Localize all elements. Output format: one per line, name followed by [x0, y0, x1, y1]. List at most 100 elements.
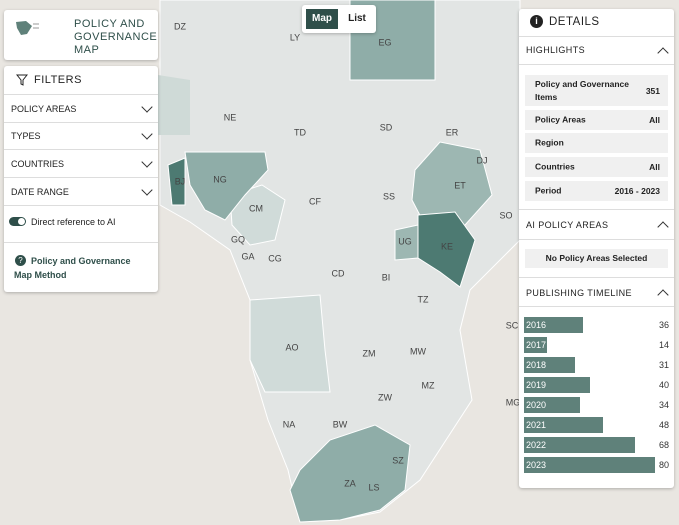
country-label: SZ: [392, 455, 404, 465]
method-link[interactable]: Policy and Governance Map Method: [14, 256, 131, 280]
country-label: UG: [398, 236, 412, 246]
country-label: KE: [441, 241, 453, 251]
timeline-count: 80: [658, 460, 669, 470]
filter-item[interactable]: COUNTRIES: [4, 150, 158, 178]
ai-toggle[interactable]: [9, 217, 26, 226]
timeline-year: 2022: [526, 440, 547, 450]
highlight-label: Policy Areas: [535, 114, 586, 125]
country-shape: [229, 184, 286, 246]
chevron: [141, 184, 153, 196]
logo: [16, 21, 39, 35]
highlight-row: Countries All: [525, 157, 668, 177]
timeline-count: 34: [658, 400, 669, 410]
country-label: ZW: [378, 392, 392, 402]
highlight-label: Countries: [535, 161, 575, 172]
toggle-label: Direct reference to AI: [31, 217, 116, 227]
filter-item[interactable]: DATE RANGE: [4, 178, 158, 206]
country-label: ZA: [344, 478, 356, 488]
highlight-row: Region: [525, 133, 668, 153]
country-label: MW: [410, 346, 426, 356]
country-label: BW: [333, 419, 348, 429]
info-icon: i: [530, 15, 543, 28]
country-label: MZ: [422, 380, 435, 390]
chevron: [141, 101, 153, 113]
timeline-row: 2021 48: [524, 417, 669, 433]
country-label: CD: [332, 268, 345, 278]
highlight-value: All: [649, 162, 660, 172]
highlight-row: Policy Areas All: [525, 110, 668, 130]
timeline-row: 2022 68: [524, 437, 669, 453]
timeline-year: 2021: [526, 420, 547, 430]
country-label: BJ: [175, 176, 186, 186]
chevron: [141, 156, 153, 168]
country-label: NG: [213, 174, 227, 184]
country-shape: [289, 424, 411, 523]
chevron[interactable]: [657, 221, 669, 233]
filters-title: FILTERS: [34, 74, 82, 86]
list-button[interactable]: List: [348, 13, 366, 24]
timeline-year: 2018: [526, 360, 547, 370]
filter-label: TYPES: [11, 131, 41, 141]
country-shape: [167, 157, 186, 206]
country-label: SD: [380, 122, 393, 132]
country-label: ZM: [363, 348, 376, 358]
highlight-value: All: [649, 115, 660, 125]
country-label: NA: [283, 419, 296, 429]
chevron[interactable]: [657, 289, 669, 301]
highlight-row: Period 2016 - 2023: [525, 181, 668, 201]
timeline-bar: [524, 377, 590, 393]
country-label: SC: [506, 320, 519, 330]
chevron[interactable]: [657, 47, 669, 59]
filter-item[interactable]: TYPES: [4, 122, 158, 150]
country-label: ER: [446, 127, 459, 137]
timeline-row: 2017 14: [524, 337, 669, 353]
view-toggle: Map List: [302, 5, 376, 33]
timeline-row: 2023 80: [524, 457, 669, 473]
timeline-count: 68: [658, 440, 669, 450]
timeline-year: 2016: [526, 320, 547, 330]
country-shape: [184, 151, 269, 221]
country-label: LS: [368, 482, 379, 492]
filter-label: DATE RANGE: [11, 187, 69, 197]
timeline-row: 2018 31: [524, 357, 669, 373]
timeline-count: 48: [658, 420, 669, 430]
country-shape: [417, 211, 476, 288]
timeline-row: 2020 34: [524, 397, 669, 413]
section-title: PUBLISHING TIMELINE: [526, 288, 632, 298]
country-label: LY: [290, 32, 300, 42]
highlight-value: 2016 - 2023: [614, 186, 660, 196]
country-label: CM: [249, 203, 263, 213]
filter-item[interactable]: POLICY AREAS: [4, 94, 158, 123]
header-panel: POLICY AND GOVERNANCE MAP: [4, 10, 158, 60]
details-panel: i DETAILS HIGHLIGHTS Policy and Governan…: [519, 9, 674, 488]
filters-panel: FILTERS POLICY AREAS TYPES COUNTRIES DAT…: [4, 66, 158, 292]
filter-icon: [16, 74, 28, 86]
highlight-value: 351: [645, 85, 660, 96]
country-label: BI: [382, 272, 391, 282]
country-label: TD: [294, 127, 306, 137]
filter-label: COUNTRIES: [11, 159, 65, 169]
timeline-bar: [524, 337, 547, 353]
section-title: AI POLICY AREAS: [526, 220, 609, 230]
country-label: CG: [268, 253, 282, 263]
timeline-bar: [524, 397, 580, 413]
filter-label: POLICY AREAS: [11, 104, 77, 114]
timeline-year: 2017: [526, 340, 547, 350]
timeline-year: 2023: [526, 460, 547, 470]
ai-note: No Policy Areas Selected: [525, 249, 668, 268]
section-title: HIGHLIGHTS: [526, 45, 586, 55]
timeline-bar: [524, 437, 636, 453]
country-label: DZ: [174, 21, 186, 31]
app-title: POLICY AND GOVERNANCE MAP: [74, 18, 158, 56]
help-icon: ?: [15, 255, 26, 266]
country-label: MG: [506, 397, 521, 407]
country-label: NE: [224, 112, 237, 122]
map-button[interactable]: Map: [306, 9, 338, 29]
country-label: EG: [378, 37, 391, 47]
highlight-label: Period: [535, 185, 562, 196]
timeline-year: 2019: [526, 380, 547, 390]
country-label: GA: [241, 251, 254, 261]
highlight-row: Policy and Governance Items 351: [525, 75, 668, 106]
